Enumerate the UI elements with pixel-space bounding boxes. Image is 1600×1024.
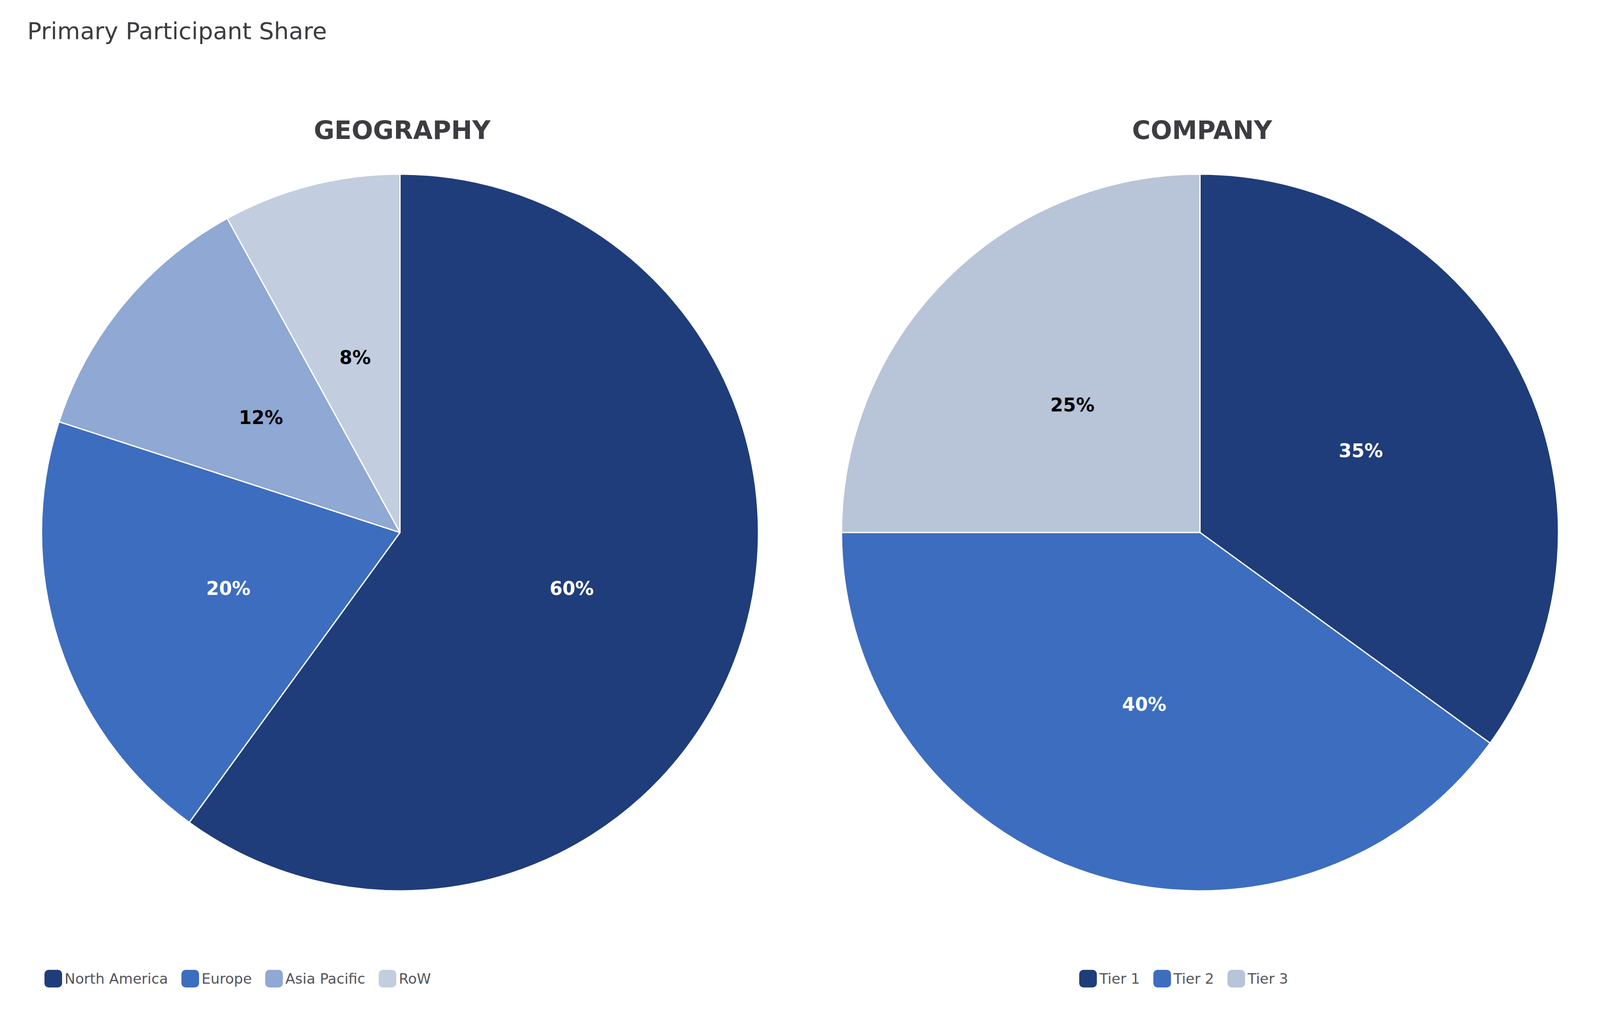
svg-text:Tier 2: Tier 2 (1172, 970, 1215, 988)
svg-text:35%: 35% (1338, 440, 1383, 462)
svg-text:North America: North America (64, 970, 168, 988)
svg-text:60%: 60% (549, 577, 594, 600)
svg-text:Tier 3: Tier 3 (1247, 970, 1289, 988)
svg-text:Asia Pacific: Asia Pacific (285, 970, 366, 988)
svg-text:GEOGRAPHY: GEOGRAPHY (313, 115, 491, 145)
svg-text:40%: 40% (1122, 693, 1167, 716)
svg-text:COMPANY: COMPANY (1132, 115, 1273, 145)
svg-text:Primary Participant Share: Primary Participant Share (27, 17, 327, 45)
svg-text:8%: 8% (339, 346, 371, 369)
svg-text:RoW: RoW (398, 970, 432, 988)
svg-text:20%: 20% (206, 577, 251, 600)
svg-text:12%: 12% (238, 406, 284, 429)
svg-text:25%: 25% (1050, 394, 1095, 416)
svg-text:Tier 1: Tier 1 (1099, 970, 1141, 988)
svg-text:Europe: Europe (201, 970, 252, 988)
